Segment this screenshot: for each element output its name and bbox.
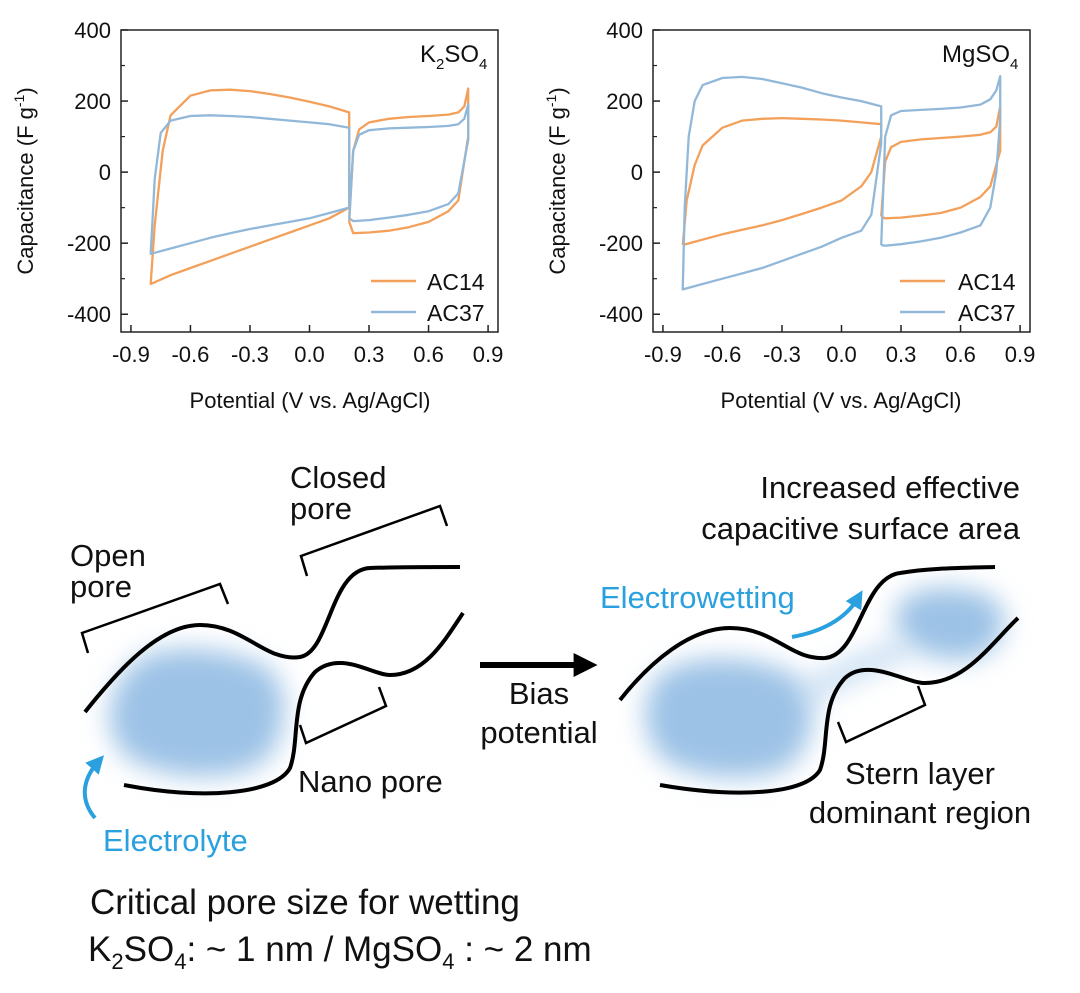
charts-area: 400 200 0 -200 -400 -0.9 -0.6 -0.3 0.0 0.3 0.6 0.9… — [11, 18, 1035, 413]
x-tick-label: -0.6 — [171, 342, 209, 367]
stern-line1: Stern layer — [845, 756, 995, 791]
right-pore — [618, 565, 1020, 795]
electrowetting-arrow — [791, 590, 863, 639]
bracket-stern-layer — [836, 685, 927, 744]
series-group — [681, 75, 1002, 291]
open-pore-line1: Open — [70, 538, 146, 573]
cv-chart-mgso4: 400 200 0 -200 -400 -0.9 -0.6 -0.3 0.0 0.3 0.6 0.9… — [543, 18, 1035, 413]
x-tick-label: 0.3 — [354, 342, 385, 367]
critical-pore-title: Critical pore size for wetting — [90, 883, 520, 922]
stern-layer-label: Stern layer dominant region — [780, 758, 1060, 828]
electrolyte-blob-right-top — [895, 587, 1004, 660]
y-tick-label: 400 — [606, 18, 643, 43]
y-tick-label: 0 — [631, 160, 643, 185]
y-tick-label: 200 — [74, 89, 111, 114]
x-tick-label: -0.3 — [763, 342, 801, 367]
series-group — [149, 87, 470, 286]
x-tick-label: -0.3 — [231, 342, 269, 367]
x-axis-label: Potential (V vs. Ag/AgCl) — [721, 388, 962, 413]
x-tick-label: 0.3 — [886, 342, 917, 367]
x-tick-label: 0.9 — [473, 342, 504, 367]
k-base: K — [88, 930, 112, 969]
x-tick-label: 0.0 — [826, 342, 857, 367]
y-tick-label: -200 — [67, 231, 111, 256]
k-sub2: 4 — [174, 949, 187, 974]
x-ticks: -0.9 -0.6 -0.3 0.0 0.3 0.6 0.9 — [112, 325, 503, 367]
critical-pore-values: K2SO4: ~ 1 nm / MgSO4 : ~ 2 nm — [88, 932, 592, 973]
cv-chart-k2so4: 400 200 0 -200 -400 -0.9 -0.6 -0.3 0.0 0.3 0.6 0.9… — [11, 18, 503, 413]
mg-rest: : ~ 2 nm — [454, 930, 592, 969]
y-tick-label: 400 — [74, 18, 111, 43]
series-ac14-loop-2 — [880, 105, 1002, 220]
x-tick-label: 0.0 — [294, 342, 325, 367]
bias-line2: potential — [480, 715, 598, 750]
open-pore-line2: pore — [70, 569, 133, 604]
bracket-nano-pore — [298, 686, 388, 745]
x-tick-label: -0.9 — [644, 342, 682, 367]
y-tick-label: 0 — [99, 160, 111, 185]
y-axis-label: Capacitance (F g-1) — [11, 87, 38, 274]
legend-label-ac37: AC37 — [427, 300, 485, 326]
closed-pore-line2: pore — [290, 491, 353, 526]
pore-wall-upper-right — [618, 565, 996, 702]
series-ac37-loop-1 — [149, 114, 351, 255]
x-tick-label: -0.6 — [703, 342, 741, 367]
open-pore-label: Open pore — [70, 540, 146, 602]
bracket-open-pore — [80, 582, 230, 654]
series-ac37-loop-2 — [880, 75, 1002, 247]
y-ticks: 400 200 0 -200 -400 — [599, 18, 660, 327]
electrolyte-arrow — [82, 755, 104, 820]
series-ac37-loop-1 — [681, 75, 883, 291]
pore-wall-upper-left — [83, 565, 461, 714]
bracket-closed-pore — [299, 504, 449, 577]
panel-label-mgso4: MgSO4 — [942, 41, 1018, 73]
k-mid: SO — [123, 930, 175, 969]
legend-label-ac37: AC37 — [958, 300, 1016, 326]
pore-wall-lower-left — [123, 611, 465, 796]
mg-sub: 4 — [442, 949, 455, 974]
increased-area-label: Increased effective capacitive surface a… — [620, 472, 1020, 544]
series-ac14-loop-1 — [149, 88, 351, 286]
k-sub1: 2 — [111, 949, 124, 974]
increased-line2: capacitive surface area — [701, 511, 1020, 546]
electrowetting-label: Electrowetting — [600, 580, 795, 615]
legend-label-ac14: AC14 — [958, 269, 1016, 295]
y-axis-label: Capacitance (F g-1) — [543, 87, 570, 274]
pore-wall-lower-right — [659, 616, 1020, 795]
nano-pore-label: Nano pore — [298, 764, 443, 799]
stern-line2: dominant region — [808, 795, 1032, 830]
closed-pore-label: Closed pore — [290, 462, 387, 524]
series-ac14-loop-1 — [681, 116, 883, 247]
series-ac37-loop-2 — [348, 103, 470, 223]
k-rest: : ~ 1 nm / MgSO — [186, 930, 443, 969]
x-tick-label: -0.9 — [112, 342, 150, 367]
x-axis-label: Potential (V vs. Ag/AgCl) — [190, 388, 431, 413]
x-tick-label: 0.9 — [1005, 342, 1036, 367]
y-tick-label: -400 — [599, 302, 643, 327]
x-tick-label: 0.6 — [945, 342, 976, 367]
left-pore — [80, 504, 465, 820]
y-ticks: 400 200 0 -200 -400 — [67, 18, 128, 327]
y-tick-label: -400 — [67, 302, 111, 327]
closed-pore-line1: Closed — [290, 460, 387, 495]
electrolyte-blob-right-main — [645, 658, 813, 778]
legend: AC14 AC37 — [900, 269, 1016, 326]
x-tick-label: 0.6 — [413, 342, 444, 367]
bias-potential-label: Bias potential — [464, 678, 614, 748]
panel-label-k2so4: K2SO4 — [420, 41, 487, 73]
pore-schematic — [80, 504, 1020, 820]
y-tick-label: -200 — [599, 231, 643, 256]
y-tick-label: 200 — [606, 89, 643, 114]
electrolyte-blob-left — [109, 648, 284, 777]
bias-line1: Bias — [508, 676, 570, 711]
legend: AC14 AC37 — [371, 269, 485, 326]
legend-label-ac14: AC14 — [427, 269, 485, 295]
electrolyte-label: Electrolyte — [103, 823, 248, 858]
series-ac14-loop-2 — [348, 87, 470, 235]
increased-line1: Increased effective — [760, 470, 1020, 505]
x-ticks: -0.9 -0.6 -0.3 0.0 0.3 0.6 0.9 — [644, 325, 1035, 367]
